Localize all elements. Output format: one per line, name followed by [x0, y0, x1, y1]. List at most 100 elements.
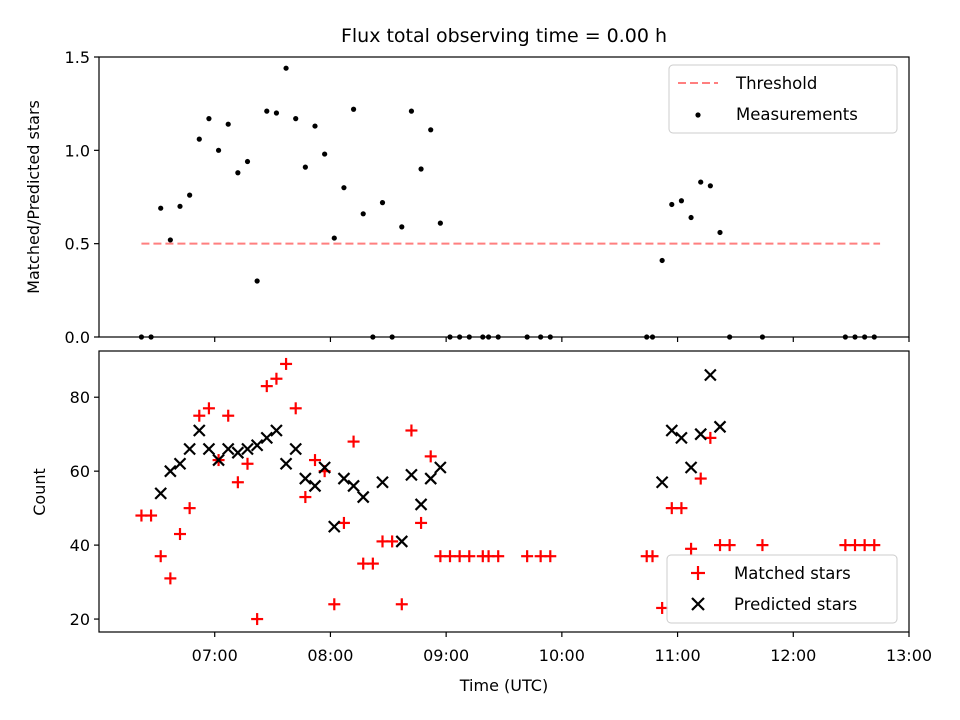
measurement-point — [437, 220, 443, 226]
predicted-star-point — [279, 457, 293, 471]
bottom-y-tick-label: 40 — [70, 536, 90, 555]
measurement-point — [302, 164, 308, 170]
matched-stars-layer — [135, 357, 881, 626]
matched-star-point — [544, 550, 557, 563]
predicted-star-point — [694, 427, 707, 441]
bottom-y-ticks: 20 40 60 80 — [70, 388, 99, 629]
top-legend-box — [668, 64, 898, 134]
measurements-legend-label: Measurements — [736, 105, 858, 124]
matched-star-point — [675, 502, 688, 515]
bottom-y-tick-label: 20 — [70, 610, 90, 629]
matched-star-point — [694, 472, 707, 485]
matched-star-point — [202, 402, 215, 415]
matched-star-point — [154, 550, 167, 563]
predicted-star-point — [405, 468, 418, 482]
matched-star-point — [222, 409, 235, 422]
bottom-x-tick-label: 09:00 — [423, 646, 469, 665]
predicted-star-point — [424, 472, 437, 485]
top-chart-panel: 0.0 0.5 1.0 1.5 Matched/Predicted stars Thr… — [24, 48, 910, 347]
measurement-point — [379, 200, 386, 206]
measurements-layer — [138, 65, 877, 340]
predicted-star-point — [356, 490, 370, 504]
bottom-y-tick-label: 80 — [70, 388, 90, 407]
matched-star-point — [260, 380, 273, 393]
measurement-point — [235, 170, 241, 176]
matched-stars-legend-swatch — [691, 566, 705, 580]
measurement-point — [244, 158, 251, 165]
matched-star-point — [280, 357, 293, 370]
matched-star-point — [395, 598, 408, 611]
bottom-x-axis-label: Time (UTC) — [459, 676, 548, 695]
measurement-point — [254, 278, 260, 284]
matched-star-point — [415, 516, 428, 529]
matched-star-point — [386, 535, 399, 548]
measurement-point — [698, 179, 704, 185]
top-y-axis-label: Matched/Predicted stars — [24, 100, 43, 294]
measurement-point — [177, 203, 183, 209]
measurement-point — [206, 116, 212, 122]
matched-star-point — [193, 409, 206, 422]
top-chart-title: Flux total observing time = 0.00 h — [341, 25, 667, 47]
matched-star-point — [289, 402, 302, 415]
predicted-star-point — [328, 520, 341, 533]
top-y-tick-label: 1.0 — [65, 141, 90, 160]
measurement-point — [167, 237, 173, 243]
measurement-point — [322, 151, 328, 157]
measurement-point — [408, 108, 415, 114]
bottom-x-tick-label: 08:00 — [307, 646, 353, 665]
top-legend: Threshold Measurements — [668, 64, 898, 134]
predicted-star-point — [193, 424, 206, 437]
measurement-point — [659, 257, 665, 264]
predicted-star-point — [376, 475, 389, 489]
measurement-point — [312, 123, 318, 129]
measurements-legend-swatch — [695, 112, 701, 118]
predicted-star-point — [289, 442, 302, 456]
measurement-point — [225, 121, 231, 127]
bottom-y-axis-label: Count — [30, 468, 49, 516]
measurement-point — [264, 108, 270, 114]
bottom-x-tick-label: 11:00 — [655, 646, 701, 665]
bottom-x-tick-label: 13:00 — [886, 646, 932, 665]
top-y-ticks: 0.0 0.5 1.0 1.5 — [65, 48, 99, 347]
bottom-plot-frame — [98, 350, 910, 633]
matched-star-point — [756, 539, 769, 552]
bottom-x-ticks: 07:00 08:00 09:00 10:00 11:00 12:00 13:00 — [192, 632, 932, 665]
predicted-star-point — [154, 487, 167, 500]
predicted-star-point — [337, 472, 351, 485]
bottom-legend-box — [666, 554, 898, 624]
bottom-x-tick-label: 07:00 — [192, 646, 238, 665]
predicted-star-point — [241, 442, 254, 456]
predicted-star-point — [414, 498, 428, 511]
matched-star-point — [424, 450, 437, 463]
measurement-point — [196, 136, 202, 142]
predicted-stars-layer — [154, 368, 727, 548]
bottom-x-tick-label: 10:00 — [539, 646, 585, 665]
predicted-star-point — [250, 439, 264, 452]
measurement-point — [273, 110, 280, 116]
matched-star-point — [868, 539, 881, 552]
predicted-star-point — [299, 472, 312, 485]
predicted-stars-legend-swatch — [691, 597, 705, 611]
measurement-point — [399, 224, 405, 230]
top-plot-frame — [98, 56, 910, 338]
measurement-point — [717, 229, 723, 236]
predicted-star-point — [202, 442, 216, 456]
predicted-star-point — [212, 453, 225, 467]
predicted-star-point — [260, 431, 274, 445]
matched-star-point — [183, 502, 196, 515]
matched-star-point — [646, 550, 659, 563]
matched-star-point — [174, 528, 186, 541]
predicted-star-point — [713, 420, 727, 434]
measurement-point — [428, 127, 434, 133]
measurement-point — [678, 198, 685, 204]
matched-star-point — [492, 550, 505, 563]
measurement-point — [418, 166, 424, 172]
matched-star-point — [704, 431, 717, 444]
predicted-star-point — [318, 461, 331, 474]
predicted-star-point — [173, 457, 187, 471]
measurement-point — [158, 205, 164, 211]
measurement-point — [293, 116, 299, 122]
matched-star-point — [164, 572, 177, 585]
predicted-star-point — [395, 535, 409, 548]
predicted-star-point — [308, 479, 322, 493]
